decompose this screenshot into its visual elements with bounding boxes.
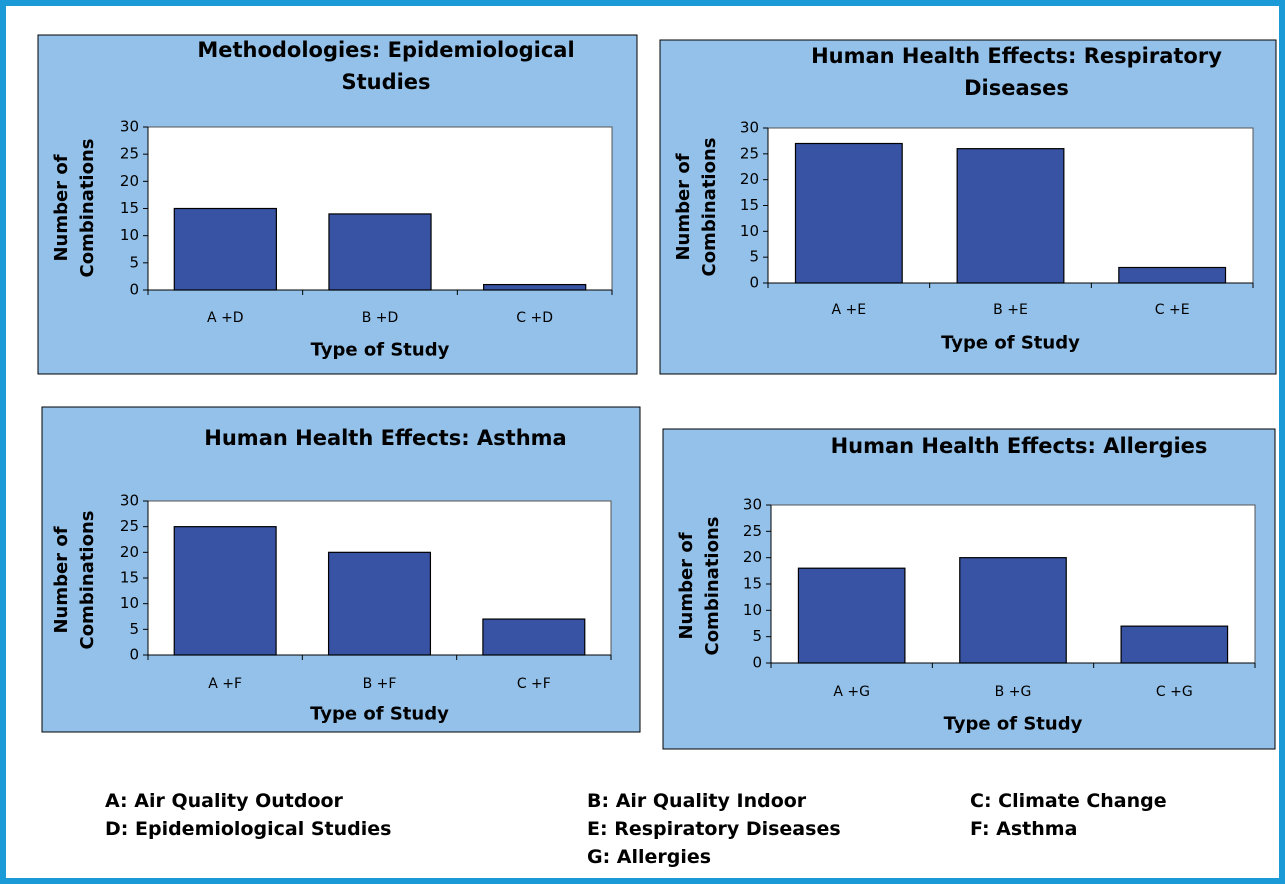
y-tick-label: 20	[120, 543, 139, 561]
y-tick-label: 30	[740, 119, 759, 137]
chart-title: Methodologies: Epidemiological Studies	[197, 38, 575, 94]
x-axis-label: Type of Study	[941, 332, 1080, 354]
y-tick-label: 10	[740, 222, 759, 240]
bar	[794, 142, 903, 284]
y-axis-label: Number of Combinations	[673, 137, 720, 277]
y-tick-label: 5	[129, 253, 139, 271]
x-tick-label: A +G	[833, 684, 870, 700]
x-tick-label: B +E	[993, 302, 1028, 318]
y-tick-label: 5	[749, 248, 759, 266]
x-tick-label: C +D	[516, 310, 553, 326]
legend-entry: E: Respiratory Diseases	[587, 818, 841, 840]
y-tick-label: 0	[129, 281, 139, 299]
legend-entry: B: Air Quality Indoor	[587, 790, 807, 812]
legend-entry: F: Asthma	[970, 818, 1078, 840]
x-tick-label: A +E	[832, 302, 867, 318]
legend-entry: D: Epidemiological Studies	[105, 818, 392, 840]
x-axis-label: Type of Study	[943, 713, 1083, 735]
bar	[483, 283, 587, 291]
y-tick-label: 5	[129, 620, 139, 638]
y-axis-label: Number of Combinations	[51, 510, 98, 650]
y-tick-label: 0	[749, 274, 759, 292]
y-tick-label: 25	[120, 145, 139, 163]
bar	[482, 618, 586, 656]
bar	[959, 557, 1067, 664]
y-tick-label: 15	[120, 199, 139, 217]
y-tick-label: 15	[120, 569, 139, 587]
y-tick-label: 15	[743, 575, 762, 593]
legend-entry: C: Climate Change	[970, 790, 1167, 812]
y-tick-label: 25	[120, 517, 139, 535]
x-tick-label: B +D	[362, 310, 399, 326]
x-tick-label: C +F	[517, 676, 551, 692]
y-tick-label: 30	[120, 118, 139, 136]
chart-title: Human Health Effects: Allergies	[830, 434, 1208, 458]
x-tick-label: C +E	[1155, 302, 1190, 318]
bar	[173, 526, 277, 656]
x-axis-label: Type of Study	[310, 703, 449, 725]
bar	[1118, 266, 1227, 284]
x-tick-label: A +F	[208, 676, 242, 692]
chart-title: Human Health Effects: Asthma	[204, 426, 567, 450]
bar	[327, 551, 432, 656]
y-tick-label: 20	[740, 170, 759, 188]
x-tick-label: B +G	[995, 684, 1032, 700]
x-axis-label: Type of Study	[310, 339, 450, 361]
bar	[328, 213, 432, 291]
y-tick-label: 20	[743, 548, 762, 566]
bar	[1120, 625, 1229, 664]
y-tick-label: 30	[743, 496, 762, 514]
legend-entry: G: Allergies	[587, 846, 712, 868]
y-tick-label: 20	[120, 172, 139, 190]
y-tick-label: 0	[129, 646, 139, 664]
y-tick-label: 10	[743, 601, 762, 619]
bar	[173, 207, 277, 291]
x-tick-label: C +G	[1156, 684, 1193, 700]
y-tick-label: 25	[740, 144, 759, 162]
y-tick-label: 0	[752, 654, 762, 672]
y-tick-label: 5	[752, 627, 762, 645]
x-tick-label: B +F	[363, 676, 397, 692]
y-tick-label: 10	[120, 594, 139, 612]
y-tick-label: 15	[740, 196, 759, 214]
bar	[797, 567, 906, 664]
legend-entry: A: Air Quality Outdoor	[105, 790, 343, 812]
y-axis-label: Number of Combinations	[676, 516, 723, 656]
y-tick-label: 30	[120, 492, 139, 510]
x-tick-label: A +D	[207, 310, 244, 326]
bar	[956, 148, 1065, 284]
chart-title: Human Health Effects: Respiratory Diseas…	[811, 44, 1222, 100]
y-tick-label: 25	[743, 522, 762, 540]
y-tick-label: 10	[120, 226, 139, 244]
y-axis-label: Number of Combinations	[51, 138, 98, 278]
